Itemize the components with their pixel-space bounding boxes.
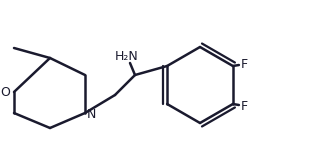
Text: O: O bbox=[0, 85, 10, 99]
Text: N: N bbox=[87, 108, 96, 122]
Text: F: F bbox=[241, 99, 248, 112]
Text: F: F bbox=[241, 57, 248, 70]
Text: H₂N: H₂N bbox=[115, 51, 139, 63]
